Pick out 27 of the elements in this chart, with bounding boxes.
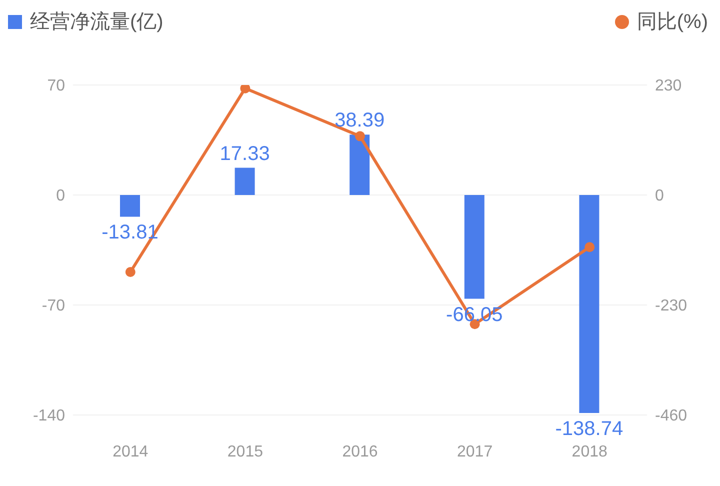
point [240, 85, 250, 94]
bar [120, 195, 140, 217]
point [125, 267, 136, 277]
x-tick-label: 2017 [457, 443, 493, 460]
x-tick-label: 2014 [112, 443, 148, 460]
point [584, 242, 595, 252]
bar [464, 195, 484, 299]
y-tick-label: 70 [47, 78, 66, 95]
point [355, 131, 365, 142]
y2-tick-label: -230 [655, 298, 688, 315]
bar [234, 168, 255, 195]
data-label: 38.39 [334, 110, 385, 132]
legend-label: 同比(%) [636, 10, 708, 35]
y2-tick-label: 0 [655, 188, 664, 205]
y-tick-label: -140 [32, 408, 66, 425]
x-tick-label: 2018 [572, 443, 608, 460]
y2-tick-label: -460 [655, 408, 688, 425]
y-tick-label: 0 [56, 188, 66, 205]
bar [350, 134, 370, 195]
x-tick-label: 2015 [227, 443, 264, 460]
y2-tick-label: 230 [655, 78, 682, 95]
x-tick-label: 2016 [342, 443, 378, 460]
data-label: -138.74 [555, 418, 624, 440]
legend-label: 经营净流量(亿) [30, 10, 164, 35]
bar [579, 195, 600, 414]
y-tick-label: -70 [42, 298, 66, 315]
data-label: 17.33 [220, 142, 270, 165]
